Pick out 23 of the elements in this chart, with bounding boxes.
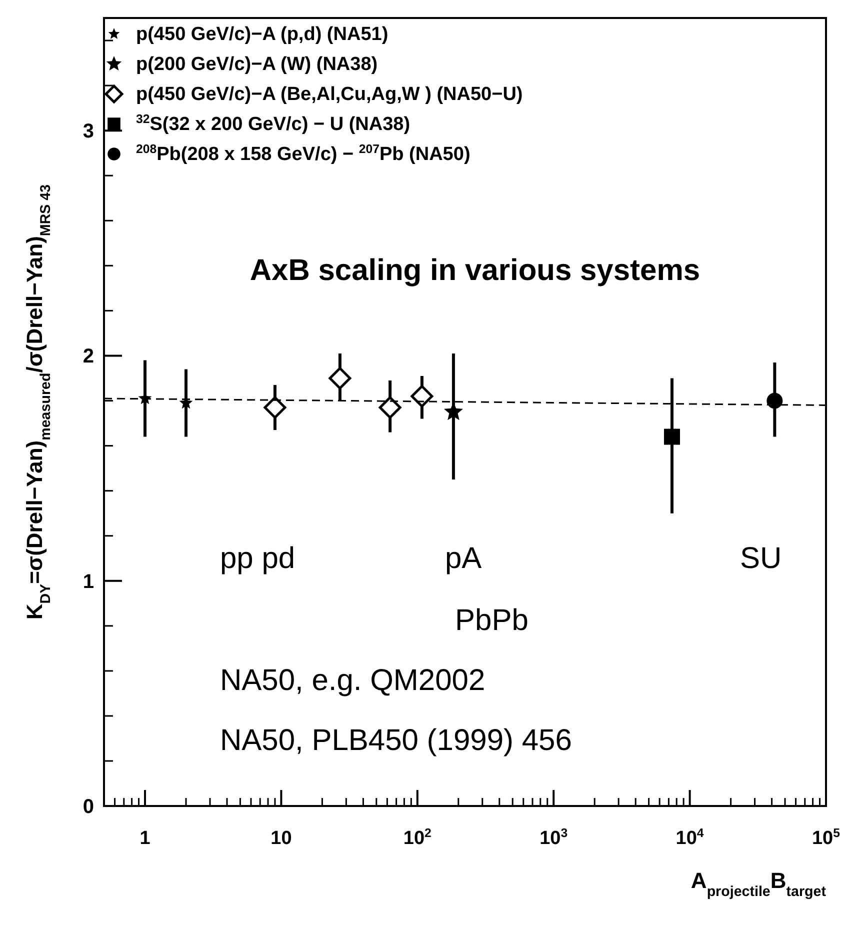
annotation: PbPb [455, 604, 528, 637]
x-tick-label: 10$^{3}$ [540, 826, 568, 849]
legend-label: p(450 GeV/c)−A (p,d) (NA51) [136, 24, 388, 45]
legend-label: p(450 GeV/c)−A (Be,Al,Cu,Ag,W ) (NA50−U) [136, 84, 523, 105]
x-tick-label: 10 [270, 828, 292, 849]
annotation: NA50, e.g. QM2002 [220, 664, 486, 697]
x-axis-title: A$_{projectile}$B$_{target}$ [690, 868, 826, 900]
annotation: SU [740, 542, 782, 575]
x-tick-label: 1 [140, 828, 151, 849]
legend-label: $^{32}$S(32 x 200 GeV/c) − U (NA38) [136, 112, 410, 135]
text: AxB scaling in various systems [250, 254, 700, 287]
y-tick-label: 0 [82, 796, 94, 818]
legend-label: p(200 GeV/c)−A (W) (NA38) [136, 54, 378, 75]
legend-label: $^{208}$Pb(208 x 158 GeV/c) − $^{207}$Pb (NA50) [136, 142, 470, 165]
y-tick-label: 3 [82, 120, 94, 143]
y-tick-label: 1 [82, 570, 94, 593]
annotation: pA [445, 542, 482, 575]
annotation: NA50, PLB450 (1999) 456 [220, 724, 572, 757]
annotation: pp pd [220, 542, 296, 575]
x-tick-label: 10$^{4}$ [676, 826, 704, 849]
y-tick-label: 2 [82, 346, 94, 368]
x-tick-label: 10$^{2}$ [403, 826, 432, 849]
x-tick-label: 10$^{5}$ [812, 826, 840, 849]
